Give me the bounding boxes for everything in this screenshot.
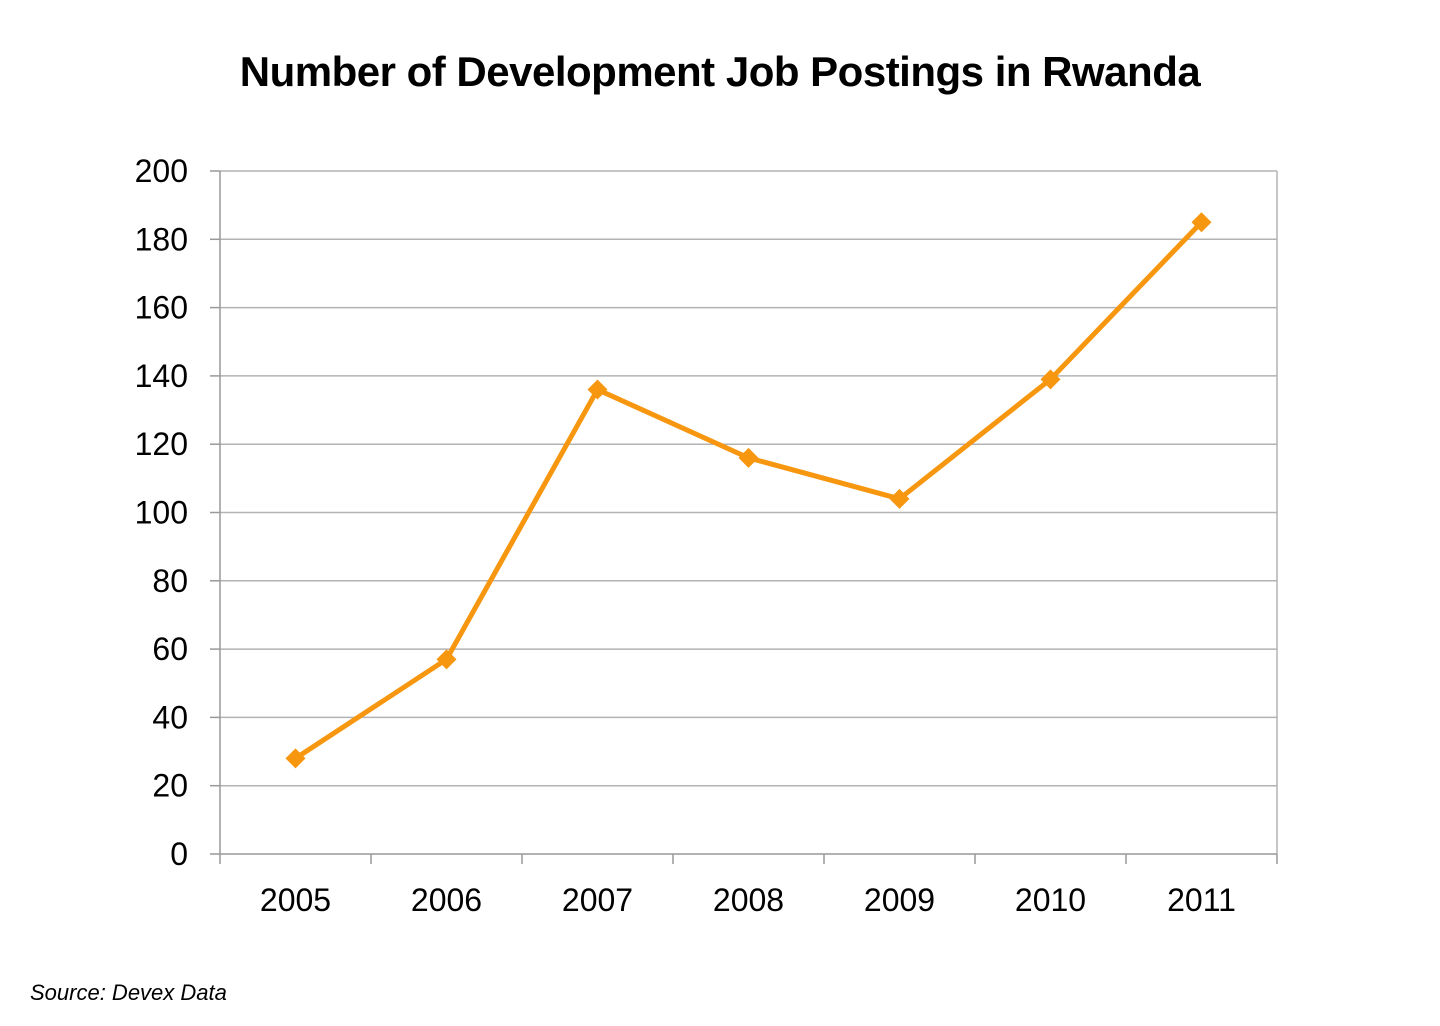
y-tick-label: 120 [135, 426, 188, 462]
gridlines [220, 170, 1277, 787]
x-tick-label: 2006 [411, 882, 482, 918]
x-axis-tick-labels: 2005 2006 2007 2008 2009 2010 2011 [260, 882, 1236, 918]
y-tick-label: 160 [135, 290, 188, 326]
x-tick-label: 2010 [1015, 882, 1086, 918]
x-tick-label: 2007 [562, 882, 633, 918]
source-note: Source: Devex Data [30, 980, 227, 1005]
data-point-marker [1040, 369, 1061, 390]
data-point-marker [436, 649, 457, 670]
x-tick-label: 2008 [713, 882, 784, 918]
data-point-marker [889, 488, 910, 509]
y-tick-label: 200 [135, 153, 188, 189]
y-tick-label: 60 [152, 631, 188, 667]
series-layer [285, 212, 1212, 769]
y-tick-label: 20 [152, 768, 188, 804]
data-point-marker [738, 447, 759, 468]
data-point-marker [587, 379, 608, 400]
x-tick-label: 2009 [864, 882, 935, 918]
y-tick-label: 180 [135, 221, 188, 257]
y-tick-label: 40 [152, 699, 188, 735]
chart-title: Number of Development Job Postings in Rw… [239, 48, 1201, 95]
x-tick-label: 2005 [260, 882, 331, 918]
data-point-marker [1191, 212, 1212, 233]
x-tick-label: 2011 [1167, 882, 1236, 918]
y-tick-label: 80 [152, 563, 188, 599]
y-tick-label: 140 [135, 358, 188, 394]
y-tick-label: 0 [170, 836, 188, 872]
data-point-marker [285, 748, 306, 769]
axes [210, 170, 1278, 864]
y-tick-label: 100 [135, 495, 188, 531]
series-line [294, 220, 1204, 761]
y-axis-tick-labels: 0 20 40 60 80 100 120 140 160 180 200 [135, 153, 188, 872]
